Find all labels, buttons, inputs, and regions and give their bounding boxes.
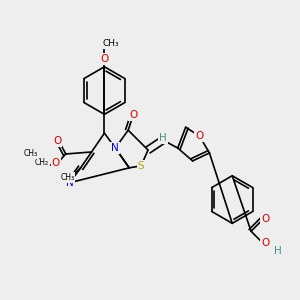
- Text: CH₂: CH₂: [35, 158, 49, 167]
- Text: H: H: [274, 246, 282, 256]
- Text: N: N: [66, 178, 74, 188]
- Text: CH₃: CH₃: [24, 149, 38, 158]
- Text: O: O: [53, 136, 61, 146]
- Text: O: O: [261, 238, 269, 248]
- Text: O: O: [261, 214, 269, 224]
- Text: H: H: [159, 133, 167, 143]
- Text: O: O: [100, 54, 109, 64]
- Text: O: O: [195, 131, 204, 141]
- Text: S: S: [138, 161, 144, 171]
- Text: O: O: [129, 110, 137, 120]
- Text: CH₃: CH₃: [103, 40, 119, 49]
- Text: O: O: [52, 158, 60, 168]
- Text: N: N: [111, 143, 119, 153]
- Text: CH₃: CH₃: [60, 173, 74, 182]
